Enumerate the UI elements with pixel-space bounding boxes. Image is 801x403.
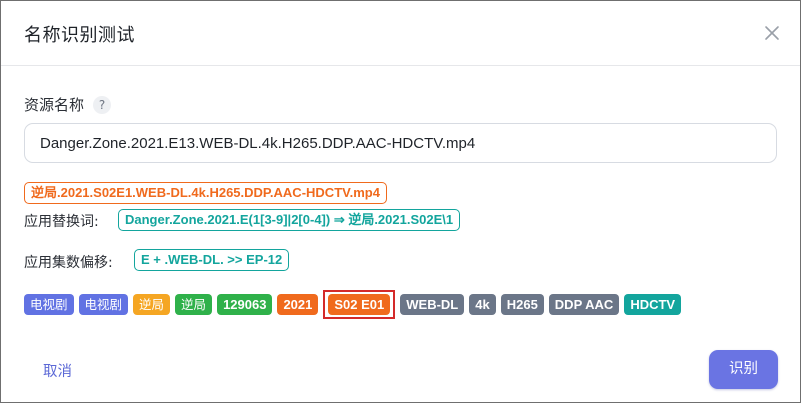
tag-tmdb-id: 129063 [217,294,273,315]
episode-offset-chip: E + .WEB-DL. >> EP-12 [134,249,290,271]
tag-media-type: 电视剧 [24,294,74,315]
dialog-header: 名称识别测试 [1,1,800,66]
replace-word-chip: Danger.Zone.2021.E(1[3-9]|2[0-4]) ⇒ 逆局.2… [118,209,461,231]
tag-season-episode: S02 E01 [328,294,391,315]
help-icon[interactable]: ? [93,95,112,114]
metadata-tags: 电视剧 电视剧 逆局 逆局 129063 2021 S02 E01 WEB-DL… [24,290,682,319]
tag-category: 电视剧 [78,294,129,315]
resource-name-label: 资源名称 ? [24,94,112,115]
episode-offset-label: 应用集数偏移: [24,255,113,271]
recognize-button[interactable]: 识别 [709,350,778,389]
season-episode-highlight: S02 E01 [323,290,396,319]
dialog-title: 名称识别测试 [24,25,135,46]
tag-release-group: HDCTV [624,294,682,315]
tag-title: 逆局 [133,294,171,315]
tag-year: 2021 [277,294,319,315]
tag-video-codec: H265 [500,294,544,315]
tag-audio-codec: DDP AAC [548,294,620,315]
resource-name-label-text: 资源名称 [24,96,85,114]
cancel-button[interactable]: 取消 [43,364,72,380]
replace-word-label: 应用替换词: [24,214,99,230]
close-icon[interactable] [762,23,782,43]
recognized-name-chip: 逆局.2021.S02E1.WEB-DL.4k.H265.DDP.AAC-HDC… [24,182,387,204]
resource-name-input[interactable] [24,123,777,163]
tag-source: WEB-DL [400,294,465,315]
tag-resolution: 4k [469,294,496,315]
tag-matched-title: 逆局 [175,294,213,315]
